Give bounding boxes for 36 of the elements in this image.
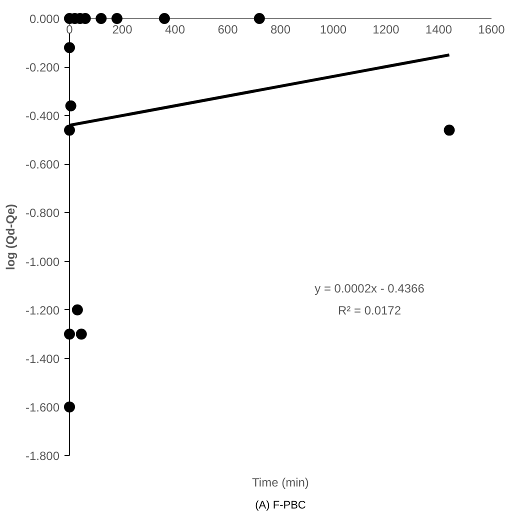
x-tick-label: 1000	[320, 22, 347, 36]
point	[444, 124, 455, 136]
x-tick-label: 200	[112, 22, 133, 36]
x-axis-title: Time (min)	[252, 476, 309, 490]
annotation: y = 0.0002x - 0.4366	[314, 282, 425, 296]
x-tick-label: 400	[164, 22, 186, 36]
point	[96, 13, 107, 24]
point	[76, 328, 87, 340]
annotation: R² = 0.0172	[338, 304, 402, 318]
x-tick-label: 1400	[425, 22, 452, 36]
x-tick-label: 1600	[478, 22, 506, 36]
y-tick-label: -0.200	[25, 60, 60, 75]
y-tick-label: -0.800	[25, 206, 60, 220]
y-tick-label: -1.600	[25, 400, 60, 414]
point	[111, 13, 122, 24]
point	[158, 13, 170, 24]
y-tick-label: -1.400	[25, 352, 60, 366]
y-tick-label: -1.200	[25, 303, 60, 318]
point	[64, 124, 75, 136]
x-tick-label: 800	[270, 22, 291, 36]
text: (A) F-PBC	[255, 500, 306, 512]
point	[254, 13, 265, 24]
y-tick-label: -0.400	[25, 109, 60, 124]
y-tick-label: 0.000	[29, 12, 60, 26]
x-tick-label: 1200	[372, 22, 400, 36]
point	[64, 328, 75, 340]
y-tick-label: -0.600	[25, 158, 60, 172]
point	[64, 401, 75, 412]
x-tick-label: 0	[66, 22, 74, 36]
point	[64, 42, 75, 54]
y-axis-title: log (Qd-Qe)	[3, 204, 18, 270]
point	[72, 304, 83, 316]
point	[65, 100, 76, 112]
x-tick-label: 600	[218, 22, 238, 36]
y-tick-label: -1.000	[25, 254, 60, 269]
y-tick-label: -1.800	[25, 449, 60, 463]
